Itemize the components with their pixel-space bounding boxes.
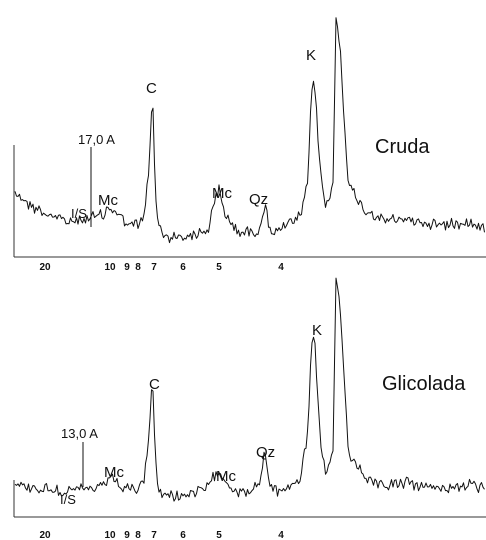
peak-label-mc: Mc bbox=[104, 464, 124, 481]
x-tick-label: 8 bbox=[135, 530, 141, 540]
peak-label-qz: Qz bbox=[256, 444, 275, 461]
peak-label-mc: Mc bbox=[212, 185, 232, 202]
x-tick-label: 4 bbox=[278, 262, 284, 273]
diffraction-trace bbox=[14, 277, 485, 502]
peak-label-is: I/S bbox=[60, 492, 76, 507]
x-tick-label: 10 bbox=[104, 530, 116, 540]
reference-marker-label: 17,0 A bbox=[78, 132, 115, 147]
peak-label-c: C bbox=[149, 376, 160, 393]
peak-label-k: K bbox=[312, 322, 322, 339]
sample-title: Glicolada bbox=[382, 373, 466, 395]
diffraction-trace bbox=[14, 17, 485, 244]
peak-label-mc: Mc bbox=[216, 468, 236, 485]
chart-panel-glicolada: 13,0 A Glicolada I/S Mc C Mc Qz K 20 10 9 8 7 6 5 4 bbox=[13, 277, 486, 540]
reference-marker-label: 13,0 A bbox=[61, 426, 98, 441]
x-tick-label: 7 bbox=[151, 262, 157, 273]
chart-panel-cruda: 17,0 A Cruda I/S Mc C Mc Qz K 20 10 9 8 7 6 5 4 bbox=[13, 17, 486, 273]
x-tick-label: 5 bbox=[216, 262, 222, 273]
x-tick-label: 9 bbox=[124, 262, 130, 273]
x-tick-label: 8 bbox=[135, 262, 141, 273]
x-tick-label: 9 bbox=[124, 530, 130, 540]
sample-title: Cruda bbox=[375, 136, 430, 158]
peak-label-is: I/S bbox=[71, 206, 87, 221]
x-tick-label: 7 bbox=[151, 530, 157, 540]
x-tick-label: 5 bbox=[216, 530, 222, 540]
x-tick-label: 6 bbox=[180, 262, 186, 273]
x-tick-label: 10 bbox=[104, 262, 116, 273]
x-tick-label: 6 bbox=[180, 530, 186, 540]
x-tick-label: 4 bbox=[278, 530, 284, 540]
x-tick-label: 20 bbox=[39, 262, 51, 273]
peak-label-k: K bbox=[306, 47, 316, 64]
peak-label-c: C bbox=[146, 80, 157, 97]
peak-label-qz: Qz bbox=[249, 191, 268, 208]
peak-label-mc: Mc bbox=[98, 192, 118, 209]
x-tick-label: 20 bbox=[39, 530, 51, 540]
